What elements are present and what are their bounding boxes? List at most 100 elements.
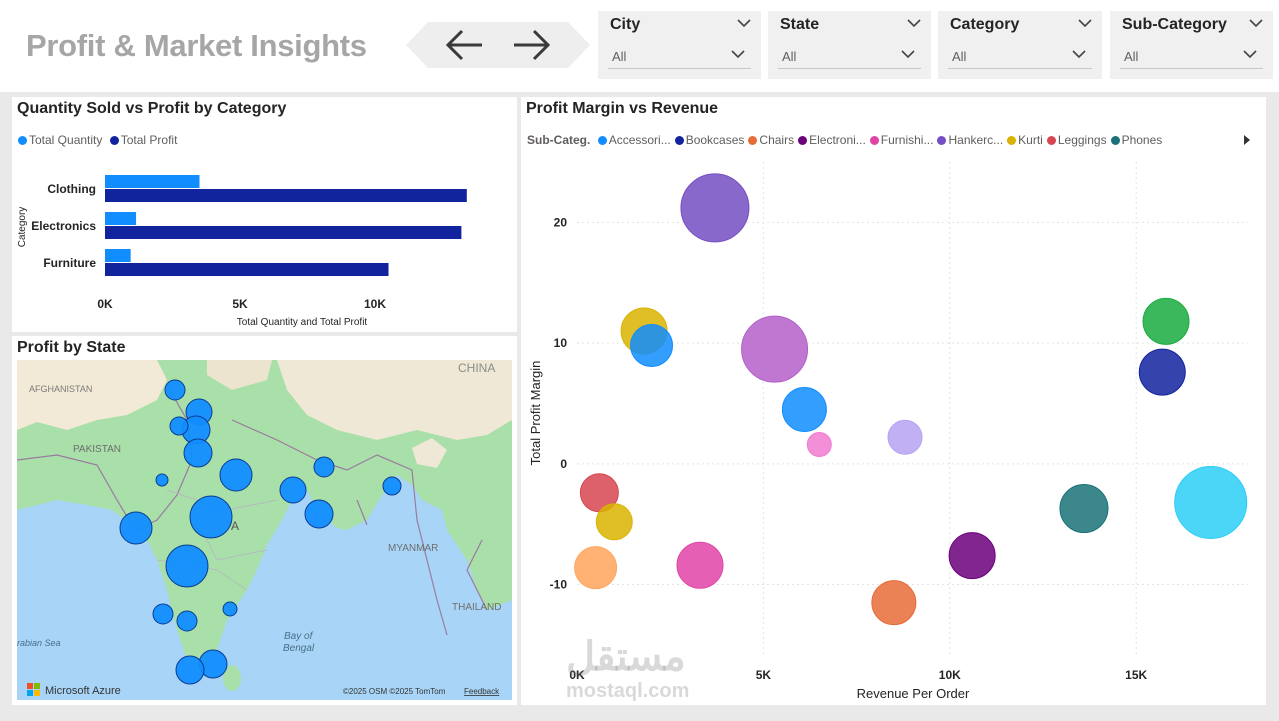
legend-item[interactable]: Total Profit: [109, 133, 178, 147]
legend-dot: [597, 136, 607, 145]
bar-profit-clothing[interactable]: [105, 189, 467, 202]
legend-label: Total Quantity: [29, 133, 103, 147]
state-bubble[interactable]: [155, 473, 169, 487]
legend-item[interactable]: Bookcases: [674, 133, 745, 147]
x-tick-label: 15K: [1125, 668, 1147, 682]
slicer-sub-category-dropdown[interactable]: All: [1120, 44, 1263, 69]
map-label-myanmar: MYANMAR: [388, 543, 438, 554]
map-feedback-link[interactable]: Feedback: [464, 687, 500, 696]
slicer-state-value: All: [782, 49, 797, 64]
legend-dot: [869, 136, 879, 145]
state-map[interactable]: AFGHANISTAN PAKISTAN CHINA MYANMAR THAIL…: [17, 360, 512, 700]
x-axis-title: Revenue Per Order: [857, 686, 970, 701]
legend-label: Accessori...: [608, 133, 671, 147]
scatter-point[interactable]: [781, 387, 827, 432]
chevron-down-icon: [731, 50, 745, 59]
legend-dot: [109, 136, 119, 145]
bar-quantity-clothing[interactable]: [105, 175, 200, 188]
map-label-bay-of-bengal-1: Bay of: [284, 631, 314, 642]
x-tick-label: 5K: [232, 297, 248, 311]
y-tick-label: 0: [560, 457, 567, 471]
back-arrow-icon[interactable]: [436, 26, 490, 64]
slicer-category: Category All: [938, 11, 1102, 79]
scatter-point[interactable]: [574, 546, 618, 590]
legend-item[interactable]: Total Quantity: [18, 133, 102, 147]
slicer-sub-category-label: Sub-Category: [1122, 16, 1227, 33]
legend-next-icon[interactable]: [1242, 134, 1252, 146]
scatter-point[interactable]: [948, 532, 996, 580]
state-bubble[interactable]: [119, 511, 153, 545]
scatter-point[interactable]: [741, 315, 809, 383]
legend-item[interactable]: Electroni...: [798, 133, 866, 147]
scatter-point[interactable]: [595, 503, 633, 541]
legend-label: Bookcases: [685, 133, 745, 147]
state-bubble[interactable]: [165, 544, 209, 588]
legend-label: Phones: [1121, 133, 1163, 147]
scatter-point[interactable]: [1138, 348, 1186, 396]
legend-item[interactable]: Kurti: [1007, 133, 1043, 147]
legend-item[interactable]: Hankerc...: [937, 133, 1003, 147]
legend-item[interactable]: Leggings: [1046, 133, 1107, 147]
slicer-category-label: Category: [950, 16, 1020, 33]
state-bubble[interactable]: [279, 476, 307, 504]
state-bubble[interactable]: [164, 379, 186, 401]
legend-item[interactable]: Chairs: [748, 133, 794, 147]
category-label: Clothing: [47, 182, 96, 196]
legend-dot: [1110, 136, 1120, 145]
y-tick-label: 10: [554, 336, 568, 350]
slicer-category-dropdown[interactable]: All: [948, 44, 1092, 69]
legend-item[interactable]: Accessori...: [597, 133, 671, 147]
bar-quantity-electronics[interactable]: [105, 212, 137, 225]
state-bubble[interactable]: [189, 495, 233, 539]
bar-quantity-furniture[interactable]: [105, 249, 131, 262]
legend-label: Chairs: [759, 133, 795, 147]
chevron-down-icon[interactable]: [1249, 19, 1263, 28]
state-bubble[interactable]: [183, 438, 213, 468]
x-axis-title: Total Quantity and Total Profit: [237, 317, 368, 328]
map-label-pakistan: PAKISTAN: [73, 444, 121, 455]
state-bubble[interactable]: [313, 456, 335, 478]
legend-label: Total Profit: [120, 133, 178, 147]
scatter-point[interactable]: [871, 580, 917, 626]
map-label-india: A: [231, 519, 239, 533]
scatter-point[interactable]: [1142, 297, 1190, 345]
scatter-point[interactable]: [676, 541, 724, 589]
state-bubble[interactable]: [222, 601, 238, 617]
state-bubble[interactable]: [152, 603, 174, 625]
chevron-down-icon[interactable]: [737, 19, 751, 28]
state-bubble[interactable]: [169, 416, 189, 436]
chevron-down-icon: [1243, 50, 1257, 59]
chevron-down-icon: [1072, 50, 1086, 59]
map-panel: Profit by State AFGHANISTAN PAKISTAN: [12, 336, 517, 705]
chevron-down-icon: [901, 50, 915, 59]
scatter-point[interactable]: [1174, 465, 1248, 539]
bar-profit-electronics[interactable]: [105, 226, 462, 239]
scatter-point[interactable]: [887, 419, 923, 455]
scatter-point[interactable]: [806, 432, 832, 458]
slicer-state-dropdown[interactable]: All: [778, 44, 921, 69]
slicer-city-dropdown[interactable]: All: [608, 44, 751, 69]
legend-label: Leggings: [1057, 133, 1107, 147]
legend-dot: [1007, 136, 1017, 145]
bar-profit-furniture[interactable]: [105, 263, 389, 276]
chevron-down-icon[interactable]: [907, 19, 921, 28]
legend-dot: [18, 136, 27, 145]
map-brand: Microsoft Azure: [45, 685, 121, 697]
legend-item[interactable]: Furnishi...: [869, 133, 934, 147]
chevron-down-icon[interactable]: [1078, 19, 1092, 28]
state-bubble[interactable]: [304, 499, 334, 529]
forward-arrow-icon[interactable]: [506, 26, 560, 64]
state-bubble[interactable]: [382, 476, 402, 496]
scatter-point[interactable]: [1059, 484, 1109, 533]
y-tick-label: -10: [550, 578, 568, 592]
legend-label: Furnishi...: [880, 133, 934, 147]
scatter-point[interactable]: [680, 173, 750, 243]
map-label-bay-of-bengal-2: Bengal: [283, 643, 315, 654]
legend-item[interactable]: Phones: [1110, 133, 1163, 147]
state-bubble[interactable]: [219, 458, 253, 492]
microsoft-logo-icon: [27, 683, 40, 696]
state-bubble[interactable]: [176, 610, 198, 632]
scatter-point[interactable]: [630, 324, 674, 368]
x-tick-label: 0K: [569, 668, 585, 682]
state-bubble[interactable]: [175, 655, 205, 685]
